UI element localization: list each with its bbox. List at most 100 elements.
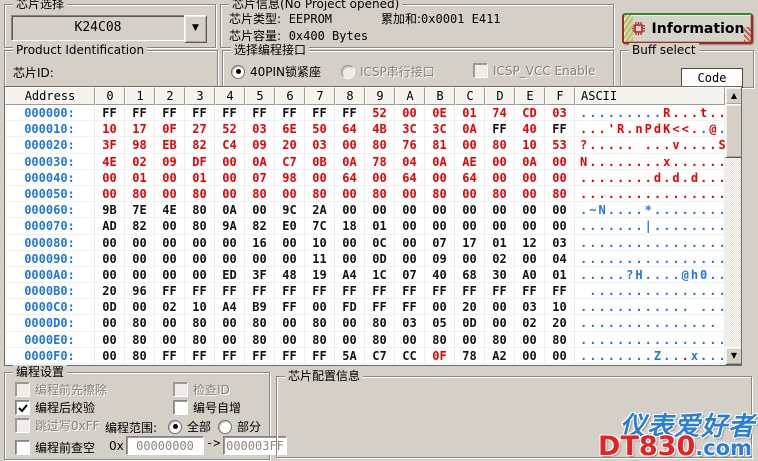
hex-byte-cell[interactable]: FF	[95, 105, 125, 122]
hex-byte-cell[interactable]: 00	[395, 250, 425, 267]
hex-byte-cell[interactable]: 80	[485, 331, 515, 348]
hex-byte-cell[interactable]: 4B	[365, 121, 395, 138]
hex-byte-cell[interactable]: 03	[305, 137, 335, 154]
hex-byte-cell[interactable]: 00	[155, 331, 185, 348]
hex-byte-cell[interactable]: 00	[155, 315, 185, 332]
hex-byte-cell[interactable]: FF	[185, 105, 215, 122]
hex-byte-cell[interactable]: 2A	[305, 202, 335, 219]
hex-byte-cell[interactable]: 02	[125, 153, 155, 170]
hex-byte-cell[interactable]: 00	[185, 250, 215, 267]
hex-byte-cell[interactable]: 64	[335, 121, 365, 138]
hex-byte-cell[interactable]: 10	[305, 234, 335, 251]
information-button[interactable]: Information	[622, 13, 753, 44]
scroll-down-button[interactable]: ▼	[725, 347, 741, 365]
ascii-cell[interactable]: .....?H....@h0..	[575, 266, 726, 284]
hex-byte-cell[interactable]: 03	[245, 121, 275, 138]
hex-byte-cell[interactable]: FF	[425, 283, 455, 300]
hex-byte-cell[interactable]: 82	[185, 137, 215, 154]
hex-byte-cell[interactable]: 00	[275, 250, 305, 267]
hex-byte-cell[interactable]: FF	[545, 283, 575, 300]
ascii-cell[interactable]: N........x......	[575, 153, 726, 170]
ascii-cell[interactable]: ............ ...	[575, 299, 726, 316]
hex-byte-cell[interactable]: FF	[485, 283, 515, 300]
hex-byte-cell[interactable]: 00	[545, 347, 575, 364]
hex-byte-cell[interactable]: 00	[125, 266, 155, 284]
hex-byte-cell[interactable]: 0A	[455, 121, 485, 138]
hex-byte-cell[interactable]: 09	[155, 153, 185, 170]
hex-byte-cell[interactable]: A4	[215, 299, 245, 316]
hex-byte-cell[interactable]: 9C	[275, 202, 305, 219]
hex-byte-cell[interactable]: 00	[245, 202, 275, 219]
hex-byte-cell[interactable]: FF	[155, 283, 185, 300]
hex-byte-cell[interactable]: 00	[95, 266, 125, 284]
hex-byte-cell[interactable]: FF	[215, 105, 245, 122]
hex-byte-cell[interactable]: FF	[455, 283, 485, 300]
hex-byte-cell[interactable]: 00	[155, 266, 185, 284]
ascii-cell[interactable]: ................	[575, 331, 726, 348]
hex-byte-cell[interactable]: 80	[485, 185, 515, 203]
hex-byte-cell[interactable]: 00	[215, 185, 245, 203]
hex-byte-cell[interactable]: 00	[395, 234, 425, 251]
hex-byte-cell[interactable]: 00	[455, 137, 485, 154]
hex-byte-cell[interactable]: 80	[365, 315, 395, 332]
hex-byte-cell[interactable]: 00	[545, 153, 575, 170]
hex-byte-cell[interactable]: 00	[545, 202, 575, 219]
hex-byte-cell[interactable]: 76	[395, 137, 425, 154]
hex-byte-cell[interactable]: 00	[155, 234, 185, 251]
hex-byte-cell[interactable]: 00	[395, 105, 425, 122]
hex-byte-cell[interactable]: FF	[395, 283, 425, 300]
hex-byte-cell[interactable]: FF	[185, 347, 215, 364]
ascii-cell[interactable]: ?..... ...v....S	[575, 137, 726, 154]
hex-byte-cell[interactable]: FF	[335, 283, 365, 300]
scrollbar-thumb[interactable]	[725, 104, 741, 158]
hex-byte-cell[interactable]: 80	[185, 202, 215, 219]
hex-byte-cell[interactable]: FD	[335, 299, 365, 316]
hex-byte-cell[interactable]: 03	[395, 315, 425, 332]
hex-byte-cell[interactable]: 80	[365, 331, 395, 348]
hex-byte-cell[interactable]: 00	[485, 202, 515, 219]
hex-byte-cell[interactable]: FF	[275, 283, 305, 300]
hex-byte-cell[interactable]: 00	[395, 202, 425, 219]
hex-byte-cell[interactable]: 80	[245, 331, 275, 348]
hex-byte-cell[interactable]: 00	[395, 185, 425, 203]
hex-byte-cell[interactable]: 00	[485, 299, 515, 316]
hex-byte-cell[interactable]: 68	[455, 266, 485, 284]
hex-byte-cell[interactable]: FF	[485, 121, 515, 138]
hex-byte-cell[interactable]: 00	[335, 234, 365, 251]
hex-byte-cell[interactable]: 0A	[215, 202, 245, 219]
hex-byte-cell[interactable]: 98	[125, 137, 155, 154]
hex-byte-cell[interactable]: 00	[185, 266, 215, 284]
checkbox-erase-first[interactable]: 编程前先擦除	[15, 381, 107, 398]
hex-byte-cell[interactable]: 00	[305, 169, 335, 186]
ascii-cell[interactable]: .......|........	[575, 218, 726, 235]
hex-byte-cell[interactable]: 00	[335, 250, 365, 267]
hex-byte-cell[interactable]: FF	[215, 347, 245, 364]
hex-byte-cell[interactable]: 00	[125, 250, 155, 267]
hex-byte-cell[interactable]: 80	[185, 218, 215, 235]
hex-byte-cell[interactable]: 00	[305, 299, 335, 316]
hex-byte-cell[interactable]: 80	[425, 185, 455, 203]
hex-byte-cell[interactable]: 00	[515, 202, 545, 219]
hex-byte-cell[interactable]: 6E	[275, 121, 305, 138]
hex-byte-cell[interactable]: 00	[545, 169, 575, 186]
hex-byte-cell[interactable]: 0A	[335, 153, 365, 170]
hex-byte-cell[interactable]: 00	[215, 250, 245, 267]
hex-byte-cell[interactable]: A2	[485, 347, 515, 364]
hex-byte-cell[interactable]: 27	[185, 121, 215, 138]
hex-byte-cell[interactable]: 18	[335, 218, 365, 235]
hex-byte-cell[interactable]: 80	[365, 137, 395, 154]
hex-byte-cell[interactable]: 78	[455, 347, 485, 364]
hex-byte-cell[interactable]: 00	[155, 218, 185, 235]
hex-byte-cell[interactable]: C4	[215, 137, 245, 154]
hex-byte-cell[interactable]: 80	[185, 331, 215, 348]
hex-byte-cell[interactable]: 17	[455, 234, 485, 251]
hex-byte-cell[interactable]: 00	[155, 185, 185, 203]
hex-byte-cell[interactable]: 50	[305, 121, 335, 138]
hex-byte-cell[interactable]: 00	[95, 347, 125, 364]
hex-byte-cell[interactable]: 0B	[305, 153, 335, 170]
hex-byte-cell[interactable]: 20	[545, 315, 575, 332]
ascii-cell[interactable]: ...............	[575, 283, 726, 300]
hex-byte-cell[interactable]: 00	[335, 202, 365, 219]
hex-byte-cell[interactable]: 3F	[245, 266, 275, 284]
hex-byte-cell[interactable]: 00	[275, 315, 305, 332]
